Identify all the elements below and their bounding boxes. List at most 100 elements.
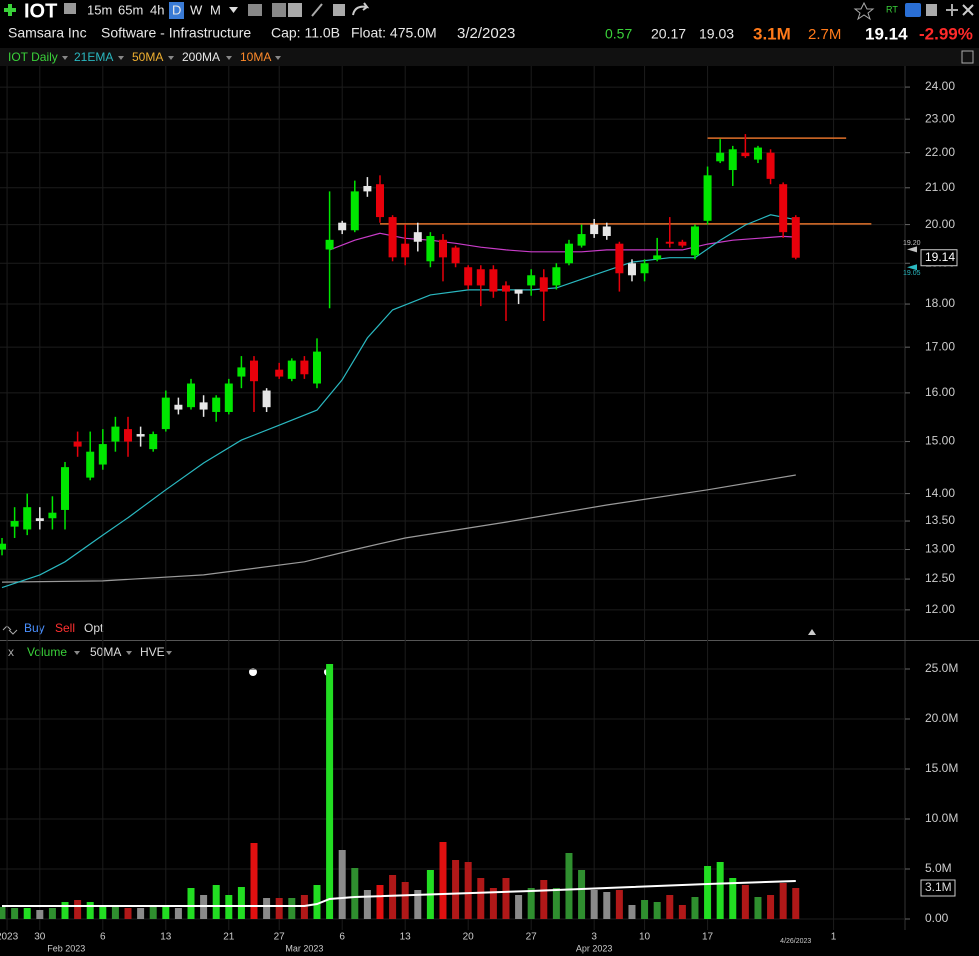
close[interactable] bbox=[962, 4, 974, 16]
volume-bar bbox=[704, 866, 712, 919]
candle-body bbox=[489, 269, 498, 292]
candle-body bbox=[375, 184, 384, 218]
volume-bar bbox=[464, 862, 472, 919]
icon[interactable] bbox=[352, 2, 370, 16]
icon[interactable] bbox=[64, 3, 76, 14]
legend-item[interactable]: Volume bbox=[27, 645, 67, 659]
candle-body bbox=[728, 149, 737, 171]
stat: 0.57 bbox=[605, 26, 632, 42]
legend-item[interactable]: 21EMA bbox=[74, 50, 113, 64]
interval[interactable]: M bbox=[210, 2, 221, 17]
legend-item[interactable]: HVE bbox=[140, 645, 165, 659]
price-panel bbox=[0, 134, 872, 589]
interval[interactable]: D bbox=[172, 2, 181, 17]
volume-bar bbox=[237, 887, 245, 919]
dropdown[interactable] bbox=[118, 56, 124, 60]
volume-bar bbox=[389, 875, 397, 919]
y-tick-label: 18.00 bbox=[925, 296, 955, 310]
candle-body bbox=[413, 232, 422, 242]
volume-bar bbox=[99, 905, 107, 919]
options[interactable]: Opt bbox=[84, 621, 104, 635]
x-tick-label: 3 bbox=[591, 932, 597, 943]
month-label: Feb 2023 bbox=[47, 943, 85, 953]
volume-bar bbox=[628, 905, 636, 919]
stat: 19.03 bbox=[699, 26, 734, 42]
icon[interactable] bbox=[248, 4, 262, 16]
candle-body bbox=[665, 241, 674, 244]
candle-body bbox=[426, 235, 435, 262]
candle-body bbox=[275, 369, 284, 377]
volume-bar bbox=[212, 885, 220, 919]
x-tick-label: 30 bbox=[34, 932, 46, 943]
dropdown[interactable] bbox=[74, 651, 80, 655]
candle-body bbox=[0, 543, 7, 550]
buy[interactable]: Buy bbox=[24, 621, 45, 635]
candle-body bbox=[325, 239, 334, 250]
y-tick-label: 12.50 bbox=[925, 571, 955, 585]
legend-item[interactable]: 200MA bbox=[182, 50, 220, 64]
volume-bar bbox=[149, 905, 157, 919]
dropdown[interactable] bbox=[275, 56, 281, 60]
volume-bar bbox=[578, 870, 586, 919]
dropdown[interactable] bbox=[62, 56, 68, 60]
icon[interactable] bbox=[853, 1, 875, 21]
candle-body bbox=[187, 383, 196, 408]
interval[interactable]: 4h bbox=[150, 2, 164, 17]
volume-bar bbox=[275, 898, 283, 919]
candle-body bbox=[741, 152, 750, 157]
volume-bar bbox=[86, 902, 94, 919]
icon[interactable] bbox=[288, 3, 302, 17]
price-pointer bbox=[907, 264, 917, 271]
legend-item[interactable]: 50MA bbox=[90, 645, 121, 659]
icon[interactable] bbox=[961, 50, 974, 64]
x-tick-label: 13 bbox=[400, 932, 412, 943]
y-tick-label: 16.00 bbox=[925, 385, 955, 399]
candle-body bbox=[23, 507, 32, 530]
candle-body bbox=[527, 275, 536, 286]
candle-body bbox=[300, 360, 309, 375]
interval-active bbox=[169, 2, 184, 19]
candle-body bbox=[401, 243, 410, 258]
x-tick-label: 10 bbox=[639, 932, 651, 943]
close[interactable]: x bbox=[8, 645, 14, 659]
volume-bar bbox=[187, 888, 195, 919]
dropdown[interactable] bbox=[126, 651, 132, 655]
candle-body bbox=[224, 383, 233, 412]
dropdown[interactable] bbox=[168, 56, 174, 60]
collapse[interactable] bbox=[808, 629, 816, 635]
sell[interactable]: Sell bbox=[55, 621, 75, 635]
candle-body bbox=[640, 263, 649, 274]
symbol[interactable]: IOT bbox=[24, 0, 57, 22]
volume-bar bbox=[565, 853, 573, 919]
candle-body bbox=[791, 217, 800, 258]
candle-body bbox=[653, 255, 662, 260]
dropdown[interactable] bbox=[229, 7, 238, 13]
interval[interactable]: W bbox=[190, 2, 203, 17]
volume-bar bbox=[502, 878, 510, 919]
x-tick-label: 17 bbox=[702, 932, 714, 943]
interval[interactable]: 15m bbox=[87, 2, 112, 17]
icon[interactable] bbox=[311, 3, 323, 17]
dropdown[interactable] bbox=[226, 56, 232, 60]
icon[interactable] bbox=[272, 3, 286, 17]
candle-body bbox=[111, 426, 120, 442]
volume-bar bbox=[363, 890, 371, 919]
icon[interactable] bbox=[333, 4, 345, 16]
y-tick-label: 13.50 bbox=[925, 513, 955, 527]
volume-bar bbox=[162, 905, 170, 919]
candle-body bbox=[501, 285, 510, 292]
interval[interactable]: 65m bbox=[118, 2, 143, 17]
add-icon[interactable] bbox=[4, 4, 16, 16]
candle-body bbox=[690, 226, 699, 256]
icon[interactable] bbox=[926, 4, 937, 16]
volume-bar bbox=[439, 842, 447, 919]
candle-body bbox=[48, 512, 57, 519]
icon[interactable] bbox=[905, 3, 921, 17]
legend-item[interactable]: 50MA bbox=[132, 50, 163, 64]
icon[interactable] bbox=[946, 4, 958, 16]
dropdown[interactable] bbox=[166, 651, 172, 655]
legend-item[interactable]: 10MA bbox=[240, 50, 271, 64]
volume-bar bbox=[338, 850, 346, 919]
y-tick-label: 25.0M bbox=[925, 661, 958, 675]
